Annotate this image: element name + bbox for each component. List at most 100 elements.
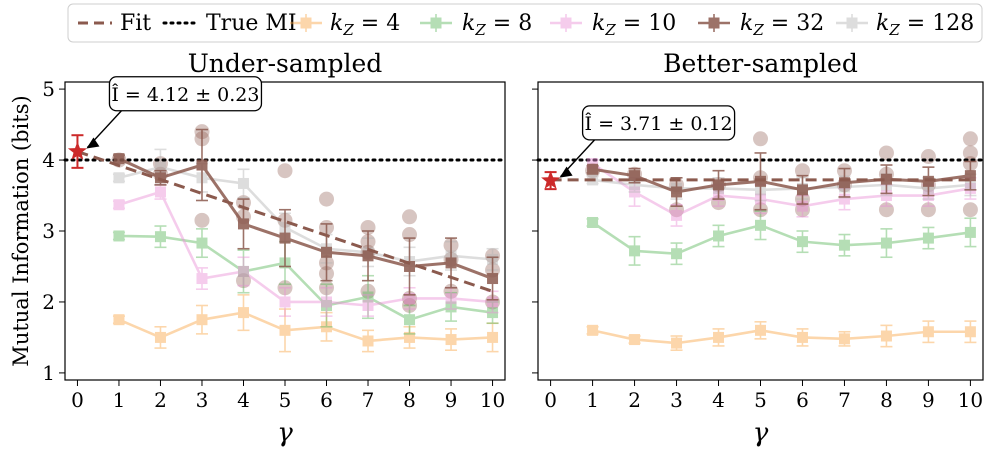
series-line [591,221,971,256]
data-point [154,231,166,243]
sample-point [485,248,501,264]
fit-line [76,150,494,293]
data-point [154,172,166,184]
data-point [362,300,374,311]
x-tick-label: 8 [403,388,416,412]
sample-point [319,191,335,207]
data-point [196,314,208,326]
series-k8 [112,225,499,335]
panel-better-sampled: Better-sampled 0 1 2 3 4 5 6 7 8 9 10 γ Î = 3.71 ± 0.… [532,49,985,448]
sample-point [277,280,293,296]
data-point [629,186,641,198]
sample-point [319,280,335,296]
data-point [838,333,850,345]
data-point [113,230,125,242]
data-point [880,190,892,202]
x-tick-label: 8 [880,388,893,412]
data-point [587,158,599,170]
estimate-star [67,141,87,160]
annotation-text: Î = 3.71 ± 0.12 [585,112,733,135]
x-tick-label: 7 [362,388,375,412]
data-point [321,300,333,311]
data-point [237,265,249,277]
data-point [445,301,457,313]
data-point [964,326,976,338]
y-tick-label: 1 [42,361,55,385]
data-point [237,265,249,277]
data-point [713,179,725,191]
legend-frame [67,3,983,43]
legend-k32-swatch [698,14,730,32]
sample-point [920,202,936,218]
data-point [321,246,333,258]
data-point [487,296,499,308]
data-point [279,232,291,244]
sample-point [277,163,293,179]
sample-point [402,209,418,225]
x-tick-label: 10 [480,388,505,412]
sample-point [794,202,810,218]
data-point [796,184,808,196]
data-point [629,334,641,346]
data-point [880,237,892,249]
series-k32 [112,128,499,301]
x-tick-label: 3 [670,388,683,412]
series-k8 [586,210,977,266]
x-tick-label: 5 [279,388,292,412]
data-point [671,248,683,260]
y-tick-label: 3 [42,219,55,243]
series-line [591,162,971,217]
data-point [237,218,249,230]
x-tick-label: 0 [71,388,84,412]
series-line [118,190,493,307]
sample-point [485,294,501,310]
data-point [404,331,416,343]
annotation-arrowhead [559,166,573,178]
legend-k8-label: kZ = 8 [462,11,532,39]
x-axis-label: γ [753,418,769,448]
series-line [118,157,494,280]
y-tick-label: 2 [42,290,55,314]
legend-k8-swatch [420,14,452,32]
data-point [445,257,457,269]
data-point [362,291,374,303]
legend-k128-swatch [836,14,868,32]
data-point [880,330,892,342]
x-tick-label: 1 [586,388,599,412]
series-k4 [586,320,977,352]
annotation-box [581,105,736,141]
x-tick-label: 3 [196,388,209,412]
x-tick-label: 6 [320,388,333,412]
data-point [838,177,850,189]
data-point [629,245,641,257]
panel-title: Under-sampled [188,49,383,78]
data-point [154,186,166,198]
sample-point [878,145,894,161]
data-point [196,159,208,171]
data-point [755,219,766,231]
legend: Fit True MI kZ = 4 kZ = 8 kZ = 10 kZ = 32 kZ =… [67,3,983,43]
x-tick-label: 6 [796,388,809,412]
data-point [362,250,374,262]
data-point [964,170,976,182]
data-point [713,230,725,242]
series-line [592,167,971,194]
series-line [118,234,493,322]
series-k4 [112,294,499,353]
sample-point [402,298,418,313]
legend-true-mi-label: True MI [206,11,297,36]
data-point [196,237,208,249]
data-point [671,186,683,198]
x-tick-label: 0 [544,388,557,412]
x-tick-label: 2 [628,388,641,412]
data-point [487,331,499,343]
data-point [279,296,291,308]
data-point [880,173,892,185]
x-tick-label: 2 [154,388,167,412]
estimate-star [541,170,561,189]
data-point [113,314,125,326]
data-point [964,226,976,238]
legend-k10-swatch [550,14,582,32]
